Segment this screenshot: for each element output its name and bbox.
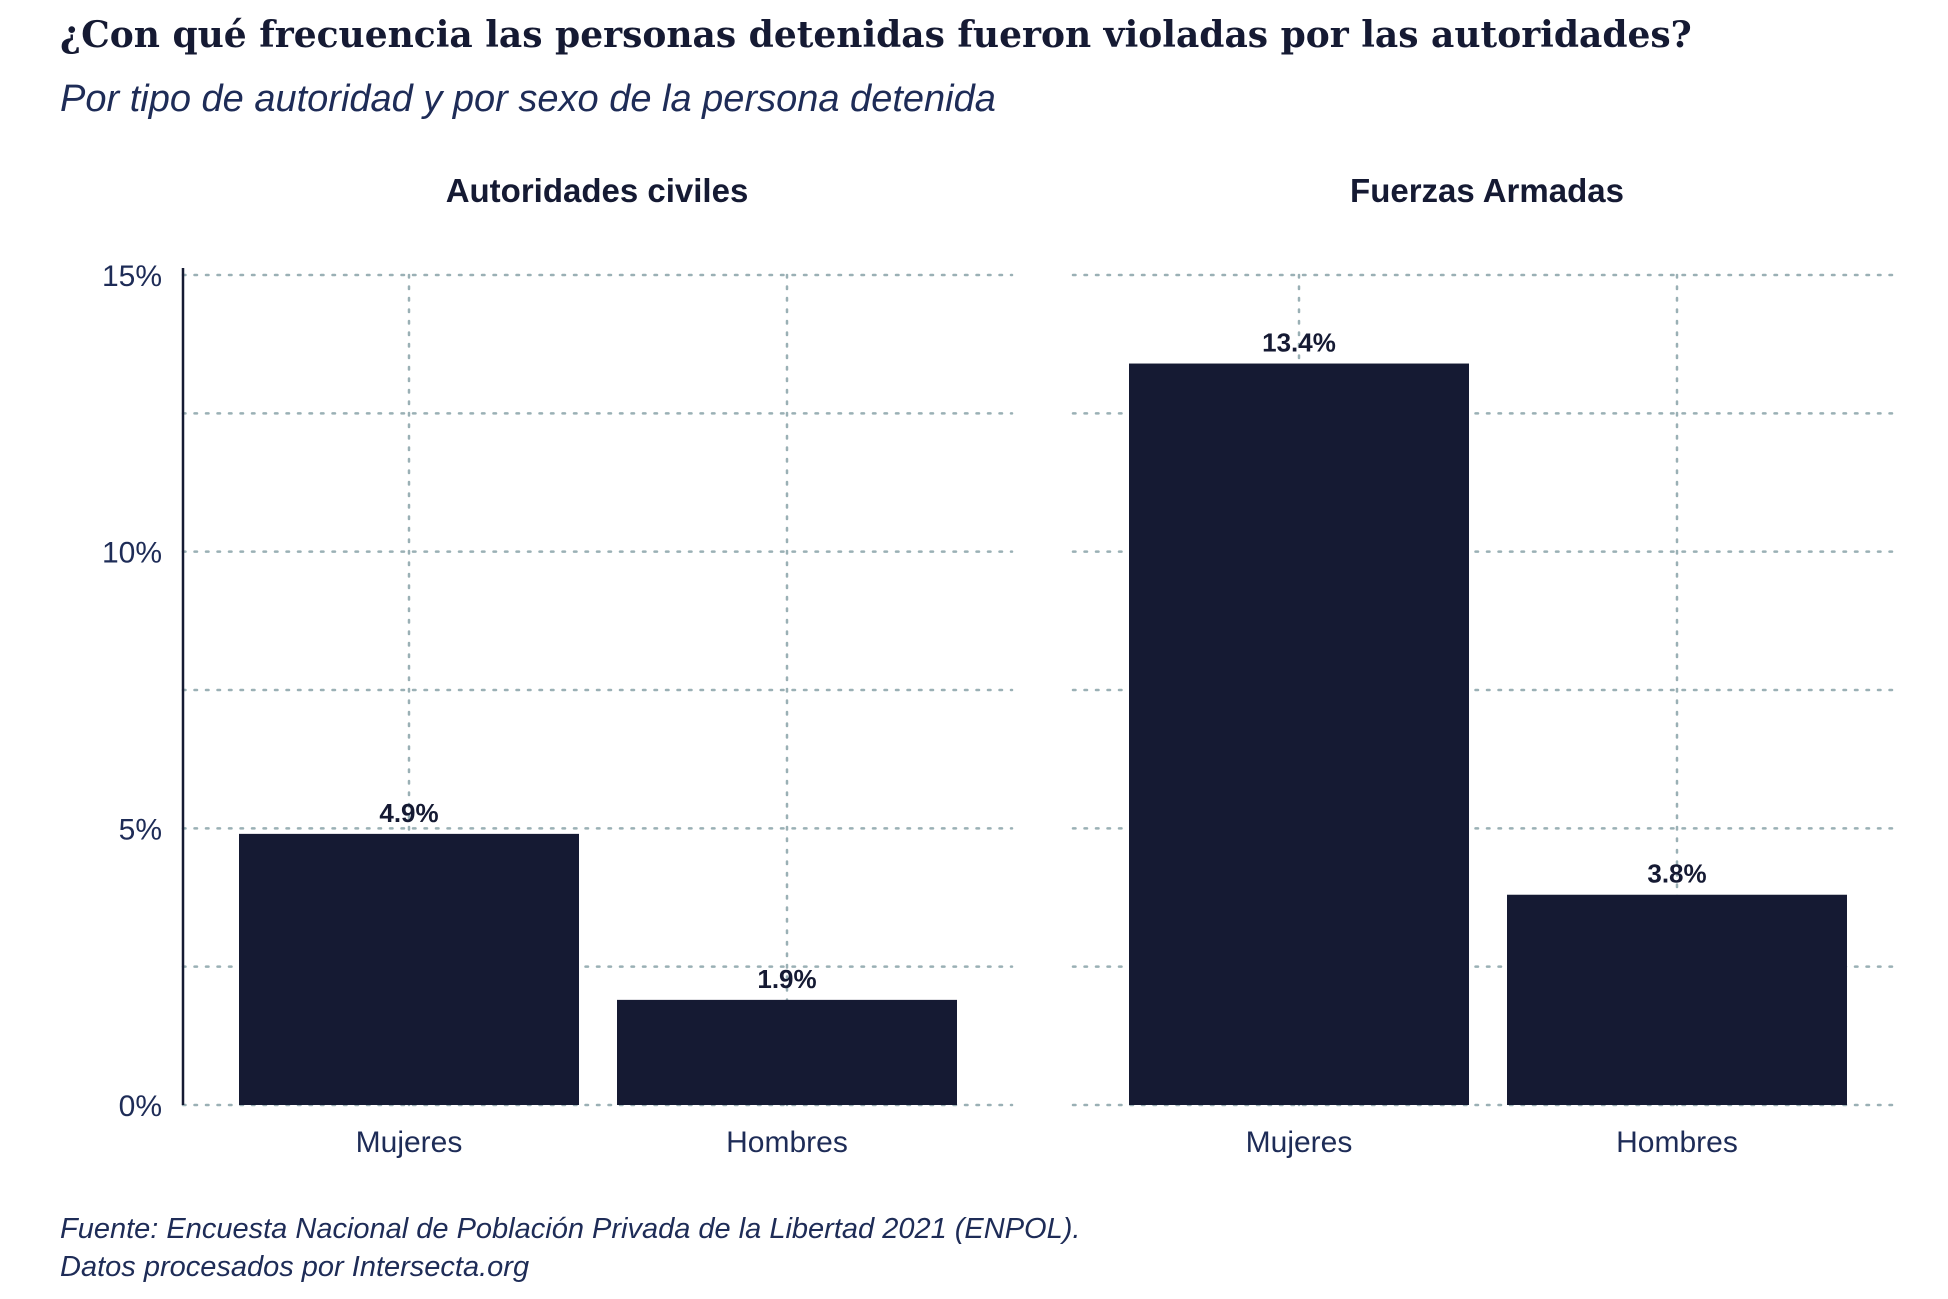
source-line: Fuente: Encuesta Nacional de Población P… xyxy=(60,1213,1081,1245)
bar-value-label: 3.8% xyxy=(1647,859,1706,889)
bar-value-label: 13.4% xyxy=(1262,328,1336,358)
y-tick-label: 10% xyxy=(102,537,162,570)
bar xyxy=(1129,363,1469,1105)
x-tick-label: Hombres xyxy=(726,1126,848,1159)
y-tick-label: 5% xyxy=(119,813,162,846)
chart-title: ¿Con qué frecuencia las personas detenid… xyxy=(60,14,1692,56)
source-caption: Fuente: Encuesta Nacional de Población P… xyxy=(60,1210,1080,1286)
panel-title: Autoridades civiles xyxy=(446,172,749,209)
x-tick-label: Mujeres xyxy=(356,1126,463,1159)
y-tick-label: 0% xyxy=(119,1090,162,1123)
credit-line: Datos procesados por Intersecta.org xyxy=(60,1251,530,1283)
bar xyxy=(1507,894,1847,1105)
panel-title: Fuerzas Armadas xyxy=(1350,172,1624,209)
bar-value-label: 4.9% xyxy=(379,798,438,828)
bar-value-label: 1.9% xyxy=(757,964,816,994)
x-tick-label: Mujeres xyxy=(1246,1126,1353,1159)
x-tick-label: Hombres xyxy=(1616,1126,1738,1159)
bar xyxy=(239,833,579,1105)
chart-subtitle: Por tipo de autoridad y por sexo de la p… xyxy=(60,78,996,120)
y-tick-label: 15% xyxy=(102,260,162,293)
bar xyxy=(617,999,957,1105)
